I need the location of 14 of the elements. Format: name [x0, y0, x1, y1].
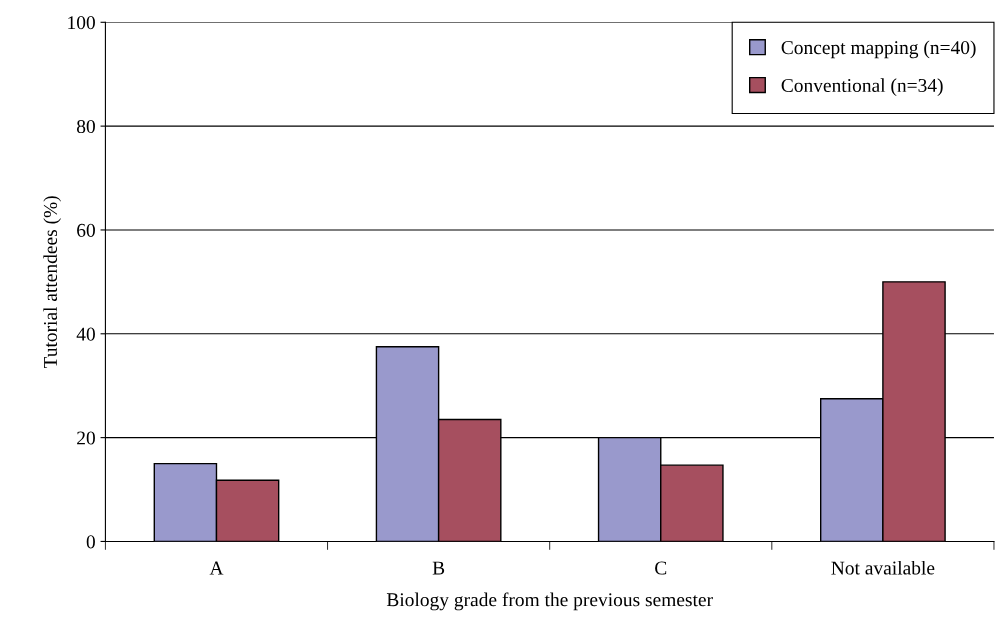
y-tick-label: 40 [76, 327, 95, 341]
y-tick-label: 60 [77, 223, 95, 237]
legend-label: Concept mapping (n=40) [781, 40, 976, 59]
x-tick-label: A [209, 561, 224, 575]
y-tick-label: 100 [68, 16, 95, 30]
x-axis-title: Biology grade from the previous semester [386, 592, 713, 611]
y-tick-label: 20 [77, 431, 95, 445]
x-tick-label: B [432, 561, 445, 575]
y-axis-title: Tutorial attendees (%) [43, 196, 61, 369]
x-tick-label: Not available [831, 560, 935, 575]
x-tick-label: C [655, 561, 667, 575]
y-tick-label: 80 [76, 119, 95, 134]
y-tick-label: 0 [86, 535, 95, 549]
legend-label: Conventional (n=34) [781, 78, 943, 96]
